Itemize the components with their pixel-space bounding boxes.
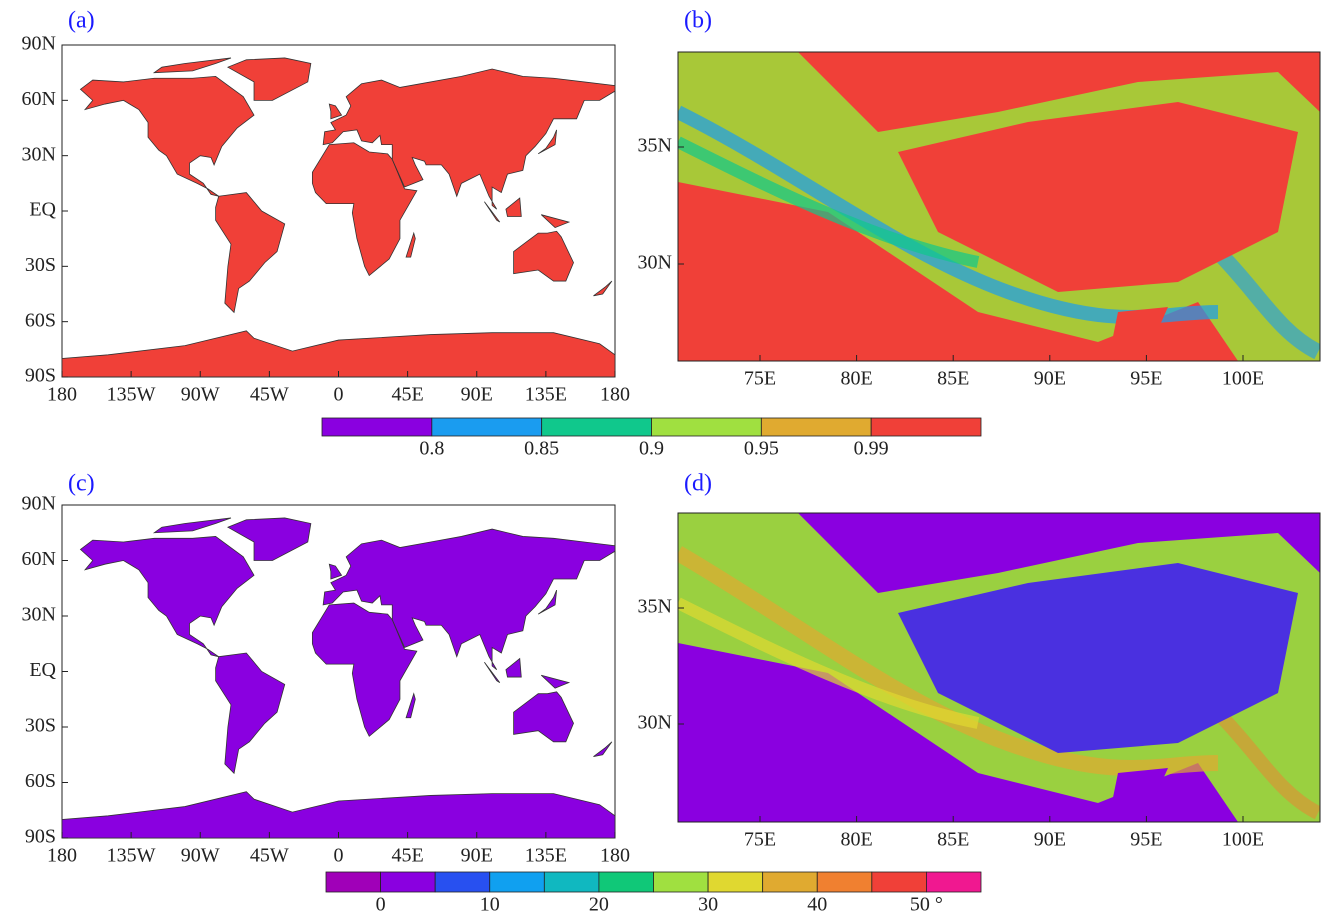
x-tick-label: 180	[47, 384, 77, 406]
colorbar-label: 10	[480, 894, 500, 915]
x-tick-label: 135W	[107, 845, 156, 867]
x-tick-label: 0	[334, 384, 344, 406]
y-tick-label: 60N	[22, 548, 56, 570]
colorbar-label: 0.8	[419, 438, 444, 460]
x-tick-label: 90E	[1034, 368, 1066, 390]
y-tick-label: 90N	[22, 33, 56, 55]
x-tick-label: 180	[47, 845, 77, 867]
x-tick-label: 90E	[1034, 829, 1066, 851]
colorbar-label: 40	[807, 894, 827, 915]
x-tick-label: 135E	[525, 384, 567, 406]
y-tick-label: EQ	[29, 199, 56, 221]
x-tick-label: 75E	[744, 368, 776, 390]
colorbar-label: 50 °	[910, 894, 943, 915]
x-tick-label: 180	[600, 384, 630, 406]
x-tick-label: 0	[334, 845, 344, 867]
y-tick-label: 30N	[638, 252, 672, 274]
colorbar-label: 0.85	[524, 438, 559, 460]
y-tick-label: 60N	[22, 88, 56, 110]
colorbar-swatch	[380, 871, 436, 893]
y-tick-label: 30S	[25, 254, 56, 276]
y-tick-label: 60S	[25, 309, 56, 331]
x-tick-label: 100E	[1222, 829, 1264, 851]
x-tick-label: 135W	[107, 384, 156, 406]
y-tick-label: 35N	[638, 596, 672, 618]
colorbar-swatch	[707, 871, 764, 893]
colorbar-swatch	[871, 871, 927, 893]
colorbar-swatch	[598, 871, 654, 893]
panel-label: (a)	[68, 8, 95, 34]
x-tick-label: 45W	[250, 384, 289, 406]
colorbar-swatch	[321, 417, 433, 437]
colorbar-label: 20	[589, 894, 609, 915]
colorbar-swatch	[541, 417, 652, 437]
panel-label: (d)	[684, 471, 712, 497]
x-tick-label: 85E	[937, 829, 969, 851]
colorbar-label: 30	[698, 894, 718, 915]
regional-map	[678, 52, 1320, 361]
y-tick-label: 35N	[638, 135, 672, 157]
y-tick-label: 90N	[22, 493, 56, 515]
regional-map	[678, 513, 1320, 822]
map-frame	[677, 512, 1321, 823]
x-tick-label: 95E	[1130, 829, 1162, 851]
colorbar-swatch	[926, 871, 982, 893]
colorbar-label: 0.9	[639, 438, 664, 460]
colorbar-swatch	[434, 871, 491, 893]
colorbar-swatch	[325, 871, 381, 893]
y-tick-label: 90S	[25, 826, 56, 848]
map-frame	[677, 51, 1321, 362]
colorbar-swatch	[653, 871, 709, 893]
panel-label: (b)	[684, 8, 712, 34]
panel-label: (c)	[68, 471, 95, 497]
x-tick-label: 90W	[181, 384, 220, 406]
colorbar-label: 0	[376, 894, 386, 915]
x-tick-label: 45E	[392, 384, 424, 406]
x-tick-label: 45E	[392, 845, 424, 867]
x-tick-label: 45W	[250, 845, 289, 867]
colorbar-label: 0.95	[744, 438, 779, 460]
y-tick-label: 60S	[25, 770, 56, 792]
x-tick-label: 80E	[840, 368, 872, 390]
y-tick-label: 30N	[22, 143, 56, 165]
y-tick-label: EQ	[29, 659, 56, 681]
colorbar-swatch	[651, 417, 762, 437]
x-tick-label: 135E	[525, 845, 567, 867]
x-tick-label: 90E	[461, 384, 493, 406]
colorbar-swatch	[762, 871, 818, 893]
colorbar-swatch	[870, 417, 982, 437]
x-tick-label: 85E	[937, 368, 969, 390]
colorbar-label: 0.99	[854, 438, 889, 460]
x-tick-label: 95E	[1130, 368, 1162, 390]
x-tick-label: 75E	[744, 829, 776, 851]
colorbar-swatch	[489, 871, 545, 893]
colorbar-swatch	[431, 417, 543, 437]
colorbar-swatch	[760, 417, 872, 437]
y-tick-label: 30N	[638, 712, 672, 734]
colorbar-swatch	[543, 871, 600, 893]
x-tick-label: 90E	[461, 845, 493, 867]
y-tick-label: 90S	[25, 365, 56, 387]
y-tick-label: 30N	[22, 604, 56, 626]
x-tick-label: 180	[600, 845, 630, 867]
y-tick-label: 30S	[25, 715, 56, 737]
x-tick-label: 80E	[840, 829, 872, 851]
x-tick-label: 90W	[181, 845, 220, 867]
x-tick-label: 100E	[1222, 368, 1264, 390]
colorbar-swatch	[816, 871, 873, 893]
